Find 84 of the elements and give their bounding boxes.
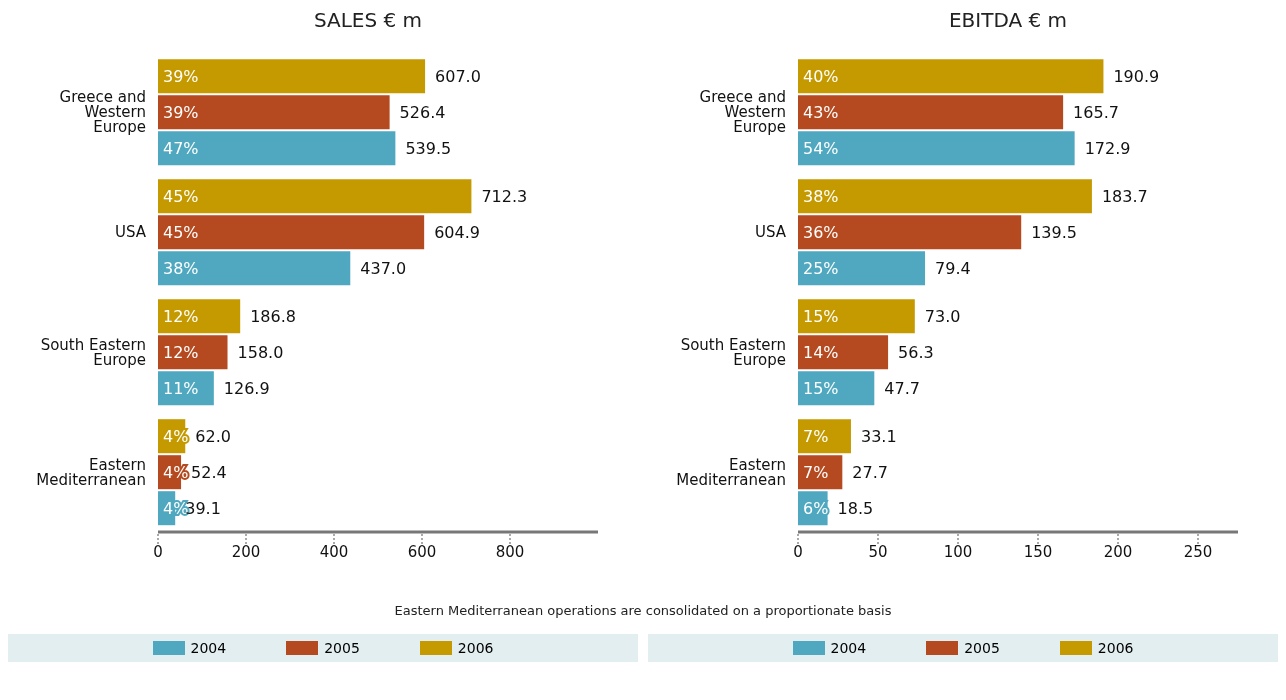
x-tick-label: 0 [153,542,163,561]
x-tick-label: 50 [868,542,888,561]
data-label: 52.4 [191,462,227,482]
data-label: 62.0 [195,426,231,446]
data-label: 39.1 [185,498,221,518]
annotation: 15% [803,306,839,326]
data-label: 165.7 [1073,102,1119,122]
bar [798,95,1064,130]
legend-label: 2005 [964,640,1000,656]
annotation: 40% [803,66,839,86]
chart-title: SALES € m [312,8,424,34]
data-label: 27.7 [852,462,888,482]
data-label: 47.7 [884,378,920,398]
bar [158,95,390,130]
data-label: 604.9 [434,222,480,242]
annotation: 12% [163,306,199,326]
data-label: 56.3 [898,342,934,362]
data-label: 186.8 [250,306,296,326]
annotation: 7% [803,426,829,446]
data-label: 183.7 [1101,186,1148,206]
x-tick-label: 250 [1183,542,1213,561]
annotation: 38% [163,258,199,278]
data-label: 526.4 [399,102,446,122]
annotation: 12% [163,342,199,362]
annotation: 38% [803,186,839,206]
annotation: 45% [163,186,199,206]
data-label: 18.5 [837,498,874,518]
annotation: 11% [163,378,199,398]
bar [798,59,1104,94]
y-tick-label: Greece and Western Europe [59,88,146,137]
data-label: 33.1 [860,426,897,446]
bar [798,215,1022,250]
bar [158,59,426,94]
legend-label: 2004 [830,640,867,656]
x-tick-label: 400 [319,542,349,561]
bar [158,251,351,286]
y-tick-label: Eastern Mediterranean [676,455,786,489]
y-tick-label: South Eastern Europe [40,335,146,369]
data-label: 437.0 [360,258,407,278]
annotation: 6% [803,498,829,518]
annotation: 14% [803,342,839,362]
x-tick-label: 200 [231,542,261,561]
annotation: 36% [803,222,839,242]
annotation: 15% [803,378,839,398]
annotation: 43% [803,102,839,122]
data-label: 607.0 [435,66,481,86]
annotation: 39% [163,66,199,86]
chart-title: EBITDA € m [947,8,1069,34]
legend-label: 2006 [457,640,494,656]
bar [798,131,1075,166]
bar [158,215,425,250]
annotation: 7% [803,462,829,482]
x-tick-label: 800 [495,542,525,561]
x-tick-label: 600 [407,542,437,561]
y-tick-label: USA [114,223,147,242]
data-label: 126.9 [223,378,270,398]
x-tick-label: 200 [1103,542,1133,561]
annotation: 25% [803,258,839,278]
legend-label: 2006 [1097,640,1134,656]
data-label: 190.9 [1113,66,1160,86]
bar [158,179,472,214]
x-tick-label: 150 [1023,542,1053,561]
annotation: 45% [163,222,199,242]
data-label: 539.5 [405,138,452,158]
y-tick-label: South Eastern Europe [680,335,786,369]
data-label: 172.9 [1084,138,1131,158]
legend-label: 2005 [324,640,360,656]
bar [158,131,396,166]
y-tick-label: USA [754,223,787,242]
x-tick-label: 100 [943,542,973,561]
x-tick-label: 0 [793,542,803,561]
data-label: 139.5 [1031,222,1078,242]
data-label: 79.4 [935,258,971,278]
y-tick-label: Eastern Mediterranean [36,455,146,489]
bar [798,179,1092,214]
y-tick-label: Greece and Western Europe [699,88,786,137]
annotation: 47% [163,138,199,158]
legend-label: 2004 [190,640,227,656]
annotation: 54% [803,138,839,158]
annotation: 39% [163,102,199,122]
data-label: 712.3 [481,186,528,206]
text: Eastern Mediterranean operations are consolidated on a proportionate basis [393,603,893,618]
data-label: 158.0 [237,342,284,362]
data-label: 73.0 [924,306,961,326]
